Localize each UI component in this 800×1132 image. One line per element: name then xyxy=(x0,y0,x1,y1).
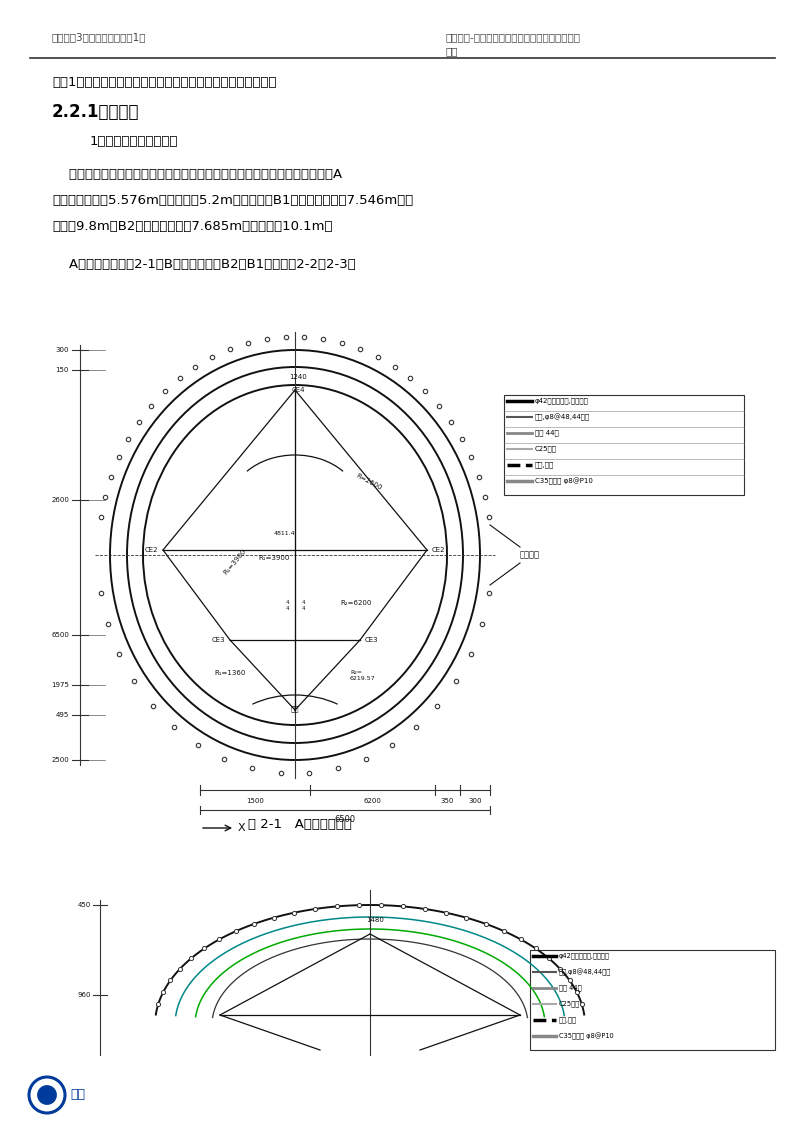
Text: 钢筋,φ8@48,44钢筋: 钢筋,φ8@48,44钢筋 xyxy=(535,413,590,421)
Text: 2500: 2500 xyxy=(51,757,69,763)
Text: CE2: CE2 xyxy=(145,547,158,554)
Text: C25初衬: C25初衬 xyxy=(559,1001,580,1007)
Text: R₁=3900: R₁=3900 xyxy=(222,548,247,576)
Text: 1240: 1240 xyxy=(289,374,307,380)
Text: 仰拱: 仰拱 xyxy=(290,705,299,712)
Text: CE2: CE2 xyxy=(432,547,446,554)
Text: 图 2-1   A型结构断面图: 图 2-1 A型结构断面图 xyxy=(248,818,352,831)
Text: R₁=3900: R₁=3900 xyxy=(258,555,290,561)
Text: 6200: 6200 xyxy=(363,798,382,804)
Text: 本区间工程采用马蹄形断面，复合式衬砌结构，单洞单线隧道直线及曲线段A: 本区间工程采用马蹄形断面，复合式衬砌结构，单洞单线隧道直线及曲线段A xyxy=(52,168,342,181)
Text: CE3: CE3 xyxy=(365,637,378,643)
Text: 型衬砌内净高为5.576m，内净宽为5.2m；单洞双线B1型衬砌内净高为7.546m，内: 型衬砌内净高为5.576m，内净宽为5.2m；单洞双线B1型衬砌内净高为7.54… xyxy=(52,194,414,207)
Text: 450: 450 xyxy=(78,902,91,908)
Text: 1480: 1480 xyxy=(366,917,384,923)
Text: 1975: 1975 xyxy=(51,681,69,688)
Text: 6500: 6500 xyxy=(334,815,355,824)
Text: C35混凝土 φ8@P10: C35混凝土 φ8@P10 xyxy=(535,478,593,484)
Text: 4
4: 4 4 xyxy=(302,600,305,611)
Text: R₂=6200: R₂=6200 xyxy=(340,600,371,606)
Text: 纵向断面: 纵向断面 xyxy=(520,550,540,559)
Circle shape xyxy=(37,1086,57,1105)
Text: 成都地铁3号线一期工程土建1标: 成都地铁3号线一期工程土建1标 xyxy=(52,32,146,42)
Text: 1）结构形式及断面设计: 1）结构形式及断面设计 xyxy=(90,135,178,148)
Text: CE4: CE4 xyxy=(291,387,305,393)
Text: 防水,油毡: 防水,油毡 xyxy=(559,1017,577,1023)
Text: 附图1：《设计起点～红牌楼南站区间隧道结构平面布置图》。: 附图1：《设计起点～红牌楼南站区间隧道结构平面布置图》。 xyxy=(52,76,277,89)
Text: 防水,油毡: 防水,油毡 xyxy=(535,462,554,469)
Text: 钢筋 44钢: 钢筋 44钢 xyxy=(559,985,582,992)
Text: 6500: 6500 xyxy=(51,632,69,638)
Text: 300: 300 xyxy=(55,348,69,353)
Text: φ42超前小导管,环向间距: φ42超前小导管,环向间距 xyxy=(535,397,589,404)
Text: 设计起点-红牌楼南站区间专项施工组织设计（方: 设计起点-红牌楼南站区间专项施工组织设计（方 xyxy=(445,32,580,42)
Text: 案）: 案） xyxy=(445,46,458,55)
Text: 495: 495 xyxy=(56,712,69,718)
Text: 350: 350 xyxy=(441,798,454,804)
Bar xyxy=(530,950,775,1050)
Text: φ42超前小导管,环向间距: φ42超前小导管,环向间距 xyxy=(559,953,610,959)
Text: 4811.4: 4811.4 xyxy=(274,531,296,535)
Text: 150: 150 xyxy=(56,367,69,374)
Text: 钢筋,φ8@48,44钢筋: 钢筋,φ8@48,44钢筋 xyxy=(559,968,611,976)
Text: 960: 960 xyxy=(78,992,91,998)
Text: 4
4: 4 4 xyxy=(286,600,289,611)
Text: R₁=1360: R₁=1360 xyxy=(214,670,246,676)
Text: 中铁: 中铁 xyxy=(70,1089,85,1101)
Text: 钢筋 44钢: 钢筋 44钢 xyxy=(535,430,558,436)
Text: 1500: 1500 xyxy=(246,798,264,804)
Text: R₂=
6219.57: R₂= 6219.57 xyxy=(350,670,376,681)
Text: C35混凝土 φ8@P10: C35混凝土 φ8@P10 xyxy=(559,1032,614,1039)
Text: C25初衬: C25初衬 xyxy=(535,446,557,453)
Text: R=2600: R=2600 xyxy=(355,472,383,491)
Text: X: X xyxy=(238,823,246,833)
Text: 2.2.1结构设计: 2.2.1结构设计 xyxy=(52,103,139,121)
Text: 净宽为9.8m；B2型衬砌内净高为7.685m，内净宽为10.1m。: 净宽为9.8m；B2型衬砌内净高为7.685m，内净宽为10.1m。 xyxy=(52,220,333,233)
Text: CE3: CE3 xyxy=(211,637,225,643)
Text: A型结构断面见图2-1，B型结构断面（B2、B1型）见图2-2、2-3。: A型结构断面见图2-1，B型结构断面（B2、B1型）见图2-2、2-3。 xyxy=(52,258,356,271)
Bar xyxy=(504,395,744,495)
Text: 300: 300 xyxy=(468,798,482,804)
Text: 2600: 2600 xyxy=(51,497,69,503)
